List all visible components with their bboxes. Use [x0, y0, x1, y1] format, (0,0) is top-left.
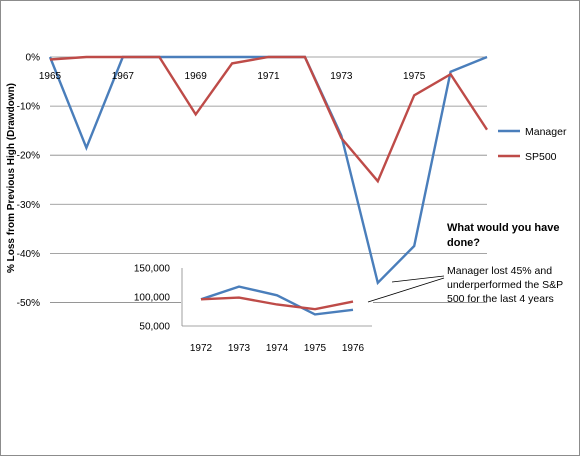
x-tick-label: 1969	[185, 71, 208, 82]
inset-background	[181, 268, 373, 326]
inset-y-tick-label: 100,000	[134, 293, 171, 304]
annotation-text-line-1: Manager lost 45% and	[447, 265, 552, 277]
inset-x-tick-label: 1974	[266, 343, 289, 354]
x-tick-label: 1967	[112, 71, 135, 82]
annotation-text-line-3: 500 for the last 4 years	[447, 293, 554, 305]
y-axis-label: % Loss from Previous High (Drawdown)	[6, 83, 17, 273]
annotation-title-line-2: done?	[447, 237, 480, 249]
x-tick-label: 1971	[257, 71, 280, 82]
y-tick-label: -10%	[17, 102, 40, 113]
legend: Manager SP500	[498, 126, 567, 163]
annotation-pointer-manager	[391, 275, 445, 283]
annotation-pointer-inset	[367, 277, 445, 303]
inset-x-tick-labels: 1972 1973 1974 1975 1976	[190, 343, 365, 354]
inset-x-tick-label: 1973	[228, 343, 251, 354]
inset-y-tick-label: 50,000	[139, 322, 170, 333]
y-tick-label: -50%	[17, 298, 40, 309]
inset-x-tick-label: 1972	[190, 343, 213, 354]
inset-y-tick-labels: 150,000 100,000 50,000	[134, 264, 171, 333]
legend-label-sp500: SP500	[525, 151, 557, 163]
main-series-lines	[48, 55, 489, 286]
inset-series-line-sp500	[200, 296, 354, 311]
annotation: What would you have done? Manager lost 4…	[367, 222, 563, 305]
main-y-tick-labels: 0% -10% -20% -30% -40% -50%	[17, 53, 40, 309]
inset-axes	[181, 268, 372, 327]
inset-series-line-manager	[200, 285, 354, 316]
x-tick-label: 1973	[330, 71, 353, 82]
annotation-text-line-2: underperformed the S&P	[447, 279, 563, 291]
y-tick-label: -40%	[17, 249, 40, 260]
annotation-title-line-1: What would you have	[447, 222, 559, 234]
inset-y-tick-label: 150,000	[134, 264, 171, 275]
y-tick-label: 0%	[26, 53, 41, 64]
series-line-sp500	[49, 55, 489, 184]
inset-x-tick-label: 1976	[342, 343, 365, 354]
main-gridlines	[50, 56, 487, 303]
y-tick-label: -30%	[17, 200, 40, 211]
y-tick-label: -20%	[17, 151, 40, 162]
main-x-tick-labels: 1965 1967 1969 1971 1973 1975	[39, 71, 426, 82]
inset-series-lines	[200, 285, 354, 316]
x-tick-label: 1975	[403, 71, 426, 82]
legend-label-manager: Manager	[525, 126, 567, 138]
inset-x-tick-label: 1975	[304, 343, 327, 354]
x-tick-label: 1965	[39, 71, 62, 82]
